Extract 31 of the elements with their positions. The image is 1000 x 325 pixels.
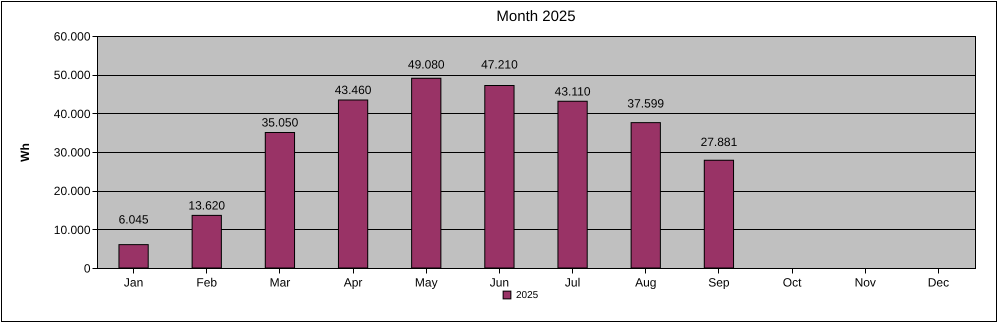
y-axis-title: Wh bbox=[18, 143, 32, 162]
legend-label: 2025 bbox=[516, 290, 539, 301]
chart-title: Month 2025 bbox=[496, 8, 576, 25]
y-tick-label: 20.000 bbox=[54, 184, 91, 198]
data-label: 49.080 bbox=[408, 58, 445, 72]
x-tick-label: Mar bbox=[270, 276, 290, 290]
data-label: 27.881 bbox=[700, 135, 738, 149]
x-tick-label: Aug bbox=[635, 276, 656, 290]
x-tick-label: Jun bbox=[490, 276, 510, 290]
y-tick-label: 50.000 bbox=[54, 68, 91, 82]
x-tick-label: Sep bbox=[708, 276, 730, 290]
y-tick-label: 10.000 bbox=[54, 222, 91, 237]
x-tick-label: Jan bbox=[124, 276, 144, 290]
data-label: 13.620 bbox=[188, 198, 226, 212]
data-label: 37.599 bbox=[627, 96, 664, 110]
data-label: 43.110 bbox=[554, 84, 591, 98]
data-label: 43.460 bbox=[334, 82, 372, 97]
data-label: 47.210 bbox=[481, 58, 518, 72]
y-tick-label: 30.000 bbox=[54, 146, 91, 160]
x-tick-label: Feb bbox=[196, 276, 218, 290]
x-tick-label: Nov bbox=[854, 276, 876, 290]
data-label: 35.050 bbox=[262, 115, 299, 130]
x-tick-label: Jul bbox=[564, 276, 580, 290]
data-label: 6.045 bbox=[118, 212, 149, 226]
y-tick-label: 0 bbox=[84, 262, 91, 276]
x-tick-label: Dec bbox=[928, 276, 950, 290]
x-tick-label: May bbox=[414, 276, 438, 290]
x-tick-label: Apr bbox=[344, 276, 362, 290]
y-tick-label: 40.000 bbox=[54, 106, 91, 121]
x-tick-label: Oct bbox=[782, 276, 802, 290]
y-tick-label: 60.000 bbox=[54, 30, 91, 44]
